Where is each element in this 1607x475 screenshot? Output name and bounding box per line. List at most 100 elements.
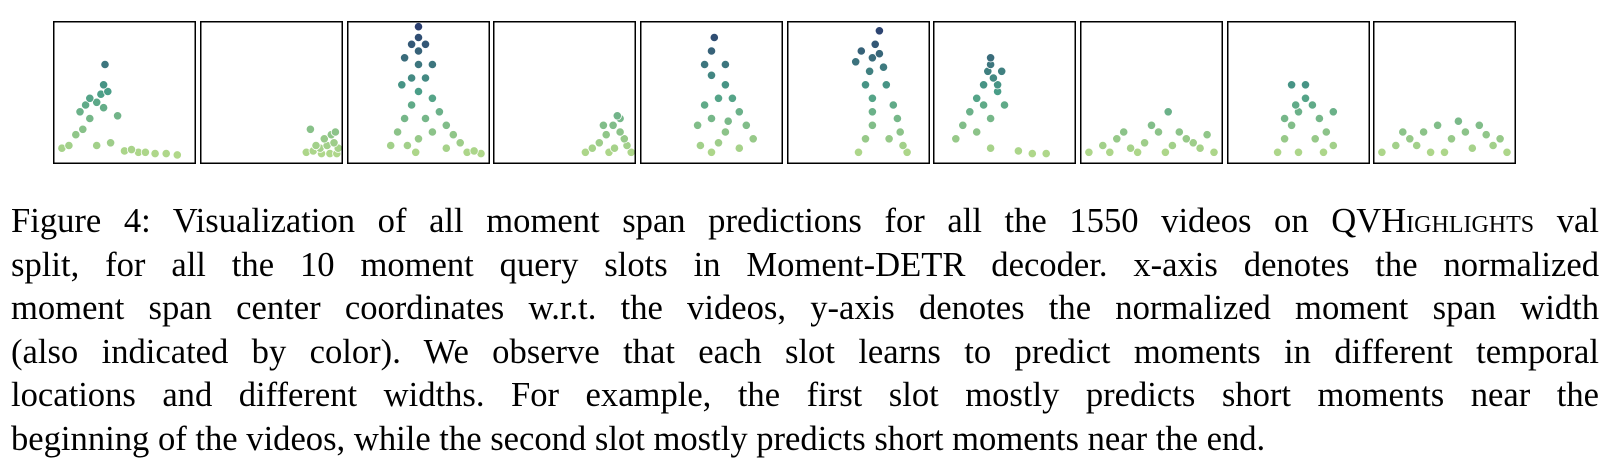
data-point [85,93,95,103]
data-point [1391,140,1401,151]
scatter-panel-slot-10 [1373,21,1516,164]
data-point [413,134,424,144]
data-point [1328,140,1338,151]
data-point [1418,127,1429,137]
data-point [1307,100,1318,110]
data-point [1321,127,1331,137]
caption-line: (also indicated by color). We observe th… [11,332,1599,371]
data-point [406,73,417,83]
data-point [172,150,182,160]
caption-line: split, for all the 10 moment query slots… [11,245,1599,284]
data-point [978,100,989,110]
data-point [427,93,438,103]
scatter-panel-slot-5 [640,21,783,164]
data-point [1460,127,1471,137]
data-point [892,113,903,124]
data-point [427,59,438,70]
data-point [706,113,717,124]
data-point [441,120,451,130]
data-point [392,127,403,137]
data-point [71,130,81,140]
data-point [898,140,908,151]
caption-line: moment span center coordinates w.r.t. th… [11,289,1599,327]
data-point [150,149,160,159]
data-point [1139,138,1150,148]
data-point [1279,113,1290,124]
data-point [1439,147,1450,157]
data-point [1398,127,1408,137]
data-point [867,120,878,130]
data-point [420,73,431,83]
plot-frame [933,21,1076,164]
data-point [580,147,591,157]
data-point [1488,140,1498,151]
data-point [1286,120,1297,130]
data-point [434,107,445,117]
data-point [985,143,996,153]
data-point [1188,138,1198,148]
data-point [1425,147,1436,157]
data-point [1105,147,1115,157]
data-point [748,134,758,144]
scatter-panels [0,0,1607,190]
data-point [865,66,875,76]
data-point [420,39,431,49]
data-point [727,93,738,103]
data-point [734,107,744,117]
scatter-plot-slot-6 [787,21,930,164]
data-point [1495,134,1505,144]
data-point [100,59,110,70]
scatter-plot-slot-2 [200,21,343,164]
data-point [1174,127,1184,137]
data-point [1027,149,1037,159]
data-point [448,130,458,140]
data-point [997,66,1007,76]
data-point [867,53,878,63]
scatter-panel-slot-7 [933,21,1076,164]
data-point [601,130,611,140]
data-point [1314,113,1325,124]
data-point [626,147,635,157]
data-point [1286,80,1297,90]
data-point [98,103,109,113]
scatter-panel-slot-6 [787,21,930,164]
data-point [1279,134,1290,144]
data-point [1502,147,1512,157]
data-point [112,111,123,121]
data-point [399,113,410,124]
scatter-plot-slot-1 [53,21,196,164]
data-point [98,80,109,90]
data-point [1446,134,1457,144]
data-point [1163,107,1173,117]
data-point [80,100,91,110]
scatter-plot-slot-7 [933,21,1076,164]
data-point [1202,130,1212,140]
data-point [870,39,880,49]
data-point [413,59,424,70]
data-point [860,80,871,90]
data-point [874,26,885,36]
scatter-panel-slot-9 [1227,21,1370,164]
data-point [413,86,424,97]
data-point [1041,149,1051,159]
data-point [741,120,751,130]
plot-frame [640,21,783,164]
data-point [329,138,339,148]
data-point [972,127,982,137]
data-point [455,138,465,148]
scatter-panel-slot-3 [347,21,490,164]
data-point [1195,143,1205,153]
scatter-plot-slot-10 [1373,21,1516,164]
data-point [161,149,171,159]
caption-line: Figure 4: Visualization of all moment sp… [11,202,1600,240]
data-point [1300,80,1311,90]
caption-line: locations and different widths. For exam… [11,376,1599,414]
data-point [402,140,413,151]
data-point [692,120,703,130]
data-point [386,140,396,151]
scatter-panel-slot-8 [1080,21,1223,164]
data-point [902,147,912,157]
data-point [1160,147,1171,157]
data-point [853,147,864,157]
data-point [587,143,597,153]
